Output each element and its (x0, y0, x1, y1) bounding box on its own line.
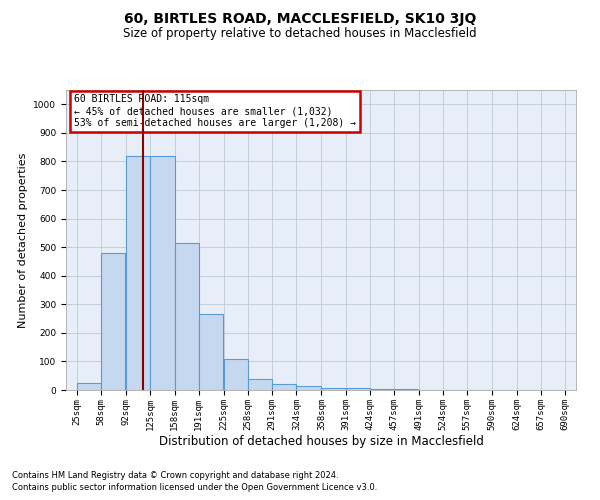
Y-axis label: Number of detached properties: Number of detached properties (18, 152, 28, 328)
Bar (199, 314, 223, 390)
Bar (224, 358, 248, 390)
Bar (346, 388, 370, 390)
Text: 60 BIRTLES ROAD: 115sqm
← 45% of detached houses are smaller (1,032)
53% of semi: 60 BIRTLES ROAD: 115sqm ← 45% of detache… (74, 94, 356, 128)
Bar (175, 243, 199, 390)
Bar (101, 253, 125, 390)
Bar (272, 384, 296, 390)
Text: 60, BIRTLES ROAD, MACCLESFIELD, SK10 3JQ: 60, BIRTLES ROAD, MACCLESFIELD, SK10 3JQ (124, 12, 476, 26)
Bar (296, 386, 320, 390)
X-axis label: Distribution of detached houses by size in Macclesfield: Distribution of detached houses by size … (158, 436, 484, 448)
Bar (322, 388, 346, 390)
Bar (151, 156, 175, 390)
Text: Contains public sector information licensed under the Open Government Licence v3: Contains public sector information licen… (12, 483, 377, 492)
Bar (77, 383, 101, 390)
Text: Size of property relative to detached houses in Macclesfield: Size of property relative to detached ho… (123, 28, 477, 40)
Bar (126, 156, 151, 390)
Text: Contains HM Land Registry data © Crown copyright and database right 2024.: Contains HM Land Registry data © Crown c… (12, 470, 338, 480)
Bar (248, 379, 272, 390)
Bar (370, 389, 394, 390)
